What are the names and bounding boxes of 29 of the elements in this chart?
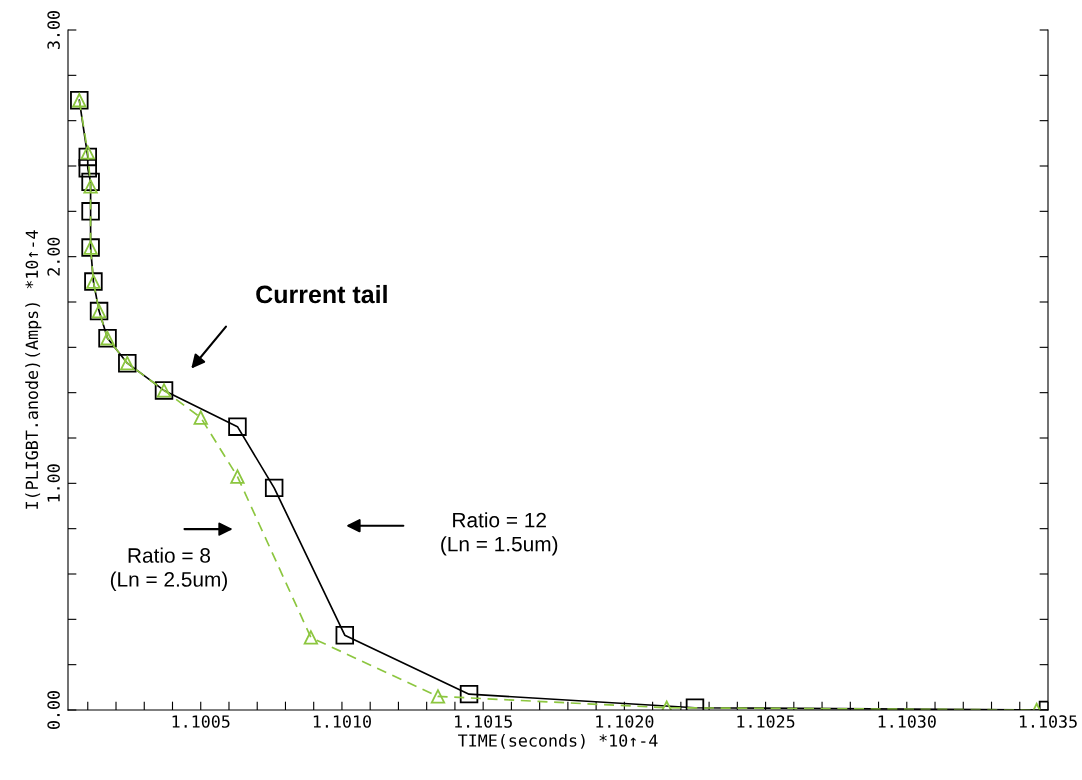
x-axis-title: TIME(seconds) *10↑-4 xyxy=(458,733,658,749)
point xyxy=(459,684,479,704)
point xyxy=(81,172,100,192)
y-tick-label: 2.00 xyxy=(47,237,60,276)
point xyxy=(228,417,247,436)
point xyxy=(193,410,208,425)
point xyxy=(335,625,355,645)
y-tick-label: 3.00 xyxy=(47,11,60,49)
annotation: Current tail xyxy=(256,284,387,304)
x-tick-label: 1.1020 xyxy=(596,715,654,728)
x-tick-label: 1.1035 xyxy=(1019,715,1077,728)
point xyxy=(303,630,319,645)
y-tick-label: 0.00 xyxy=(47,691,60,729)
x-tick-label: 1.1015 xyxy=(455,715,512,728)
point xyxy=(78,147,98,167)
x-tick-label: 1.1025 xyxy=(737,715,795,728)
point xyxy=(264,478,284,498)
y-axis-title: I(PLIGBT.anode)(Amps) *10↑-4 xyxy=(25,230,42,509)
annotation: Ratio = 12 (Ln = 1.5um) xyxy=(441,512,558,556)
x-tick-label: 1.1030 xyxy=(878,715,936,728)
point xyxy=(430,689,446,704)
x-tick-label: 1.1010 xyxy=(313,715,371,728)
x-tick-label: 1.1005 xyxy=(172,715,230,728)
point xyxy=(78,159,98,178)
y-tick-label: 1.00 xyxy=(47,464,60,502)
point xyxy=(83,179,98,194)
point xyxy=(230,469,245,484)
annotation: Ratio = 8 (Ln = 2.5um) xyxy=(110,547,227,591)
point xyxy=(81,202,100,221)
